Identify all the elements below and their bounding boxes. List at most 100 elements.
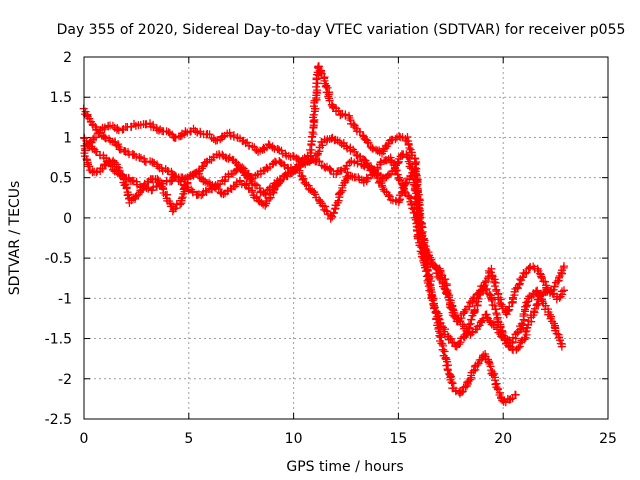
x-tick-label: 15	[389, 431, 407, 447]
data-point	[314, 62, 323, 71]
data-point	[478, 316, 487, 325]
data-point	[431, 263, 440, 272]
data-point	[422, 262, 431, 271]
data-point	[559, 262, 568, 271]
data-point	[490, 278, 498, 286]
data-point	[438, 345, 447, 354]
data-point	[258, 145, 267, 154]
data-point	[504, 306, 513, 315]
data-point	[261, 189, 270, 198]
data-point	[167, 177, 176, 186]
data-point	[419, 256, 428, 265]
data-point	[430, 303, 439, 312]
data-point	[498, 329, 507, 338]
data-point	[248, 142, 257, 151]
data-point	[537, 272, 546, 281]
data-point	[100, 133, 109, 142]
data-point	[557, 342, 566, 351]
series-track-4	[80, 144, 568, 355]
data-point	[109, 156, 118, 165]
data-point	[114, 126, 123, 135]
data-point	[321, 202, 329, 211]
data-point	[224, 154, 233, 163]
data-point	[394, 175, 403, 183]
data-point	[465, 320, 473, 329]
data-points	[79, 62, 568, 407]
data-point	[350, 123, 359, 132]
data-point	[188, 170, 197, 179]
data-point	[122, 184, 131, 193]
data-point	[506, 395, 515, 404]
data-point	[496, 295, 505, 304]
data-point	[403, 133, 412, 141]
data-point	[159, 189, 168, 197]
data-point	[375, 177, 384, 186]
data-point	[422, 267, 430, 276]
data-point	[545, 310, 554, 319]
data-point	[522, 298, 531, 307]
data-point	[408, 204, 417, 213]
data-point	[458, 387, 467, 396]
data-point	[490, 282, 499, 291]
data-point	[470, 305, 479, 314]
data-point	[92, 133, 100, 142]
data-point	[273, 145, 282, 154]
data-point	[336, 188, 345, 197]
data-point	[169, 205, 178, 214]
data-point	[241, 171, 250, 180]
data-point	[490, 369, 499, 378]
y-tick-label: -2.5	[45, 412, 72, 428]
data-point	[491, 305, 500, 314]
data-point	[268, 143, 277, 152]
data-point	[407, 200, 416, 209]
data-point	[497, 300, 506, 309]
data-point	[178, 193, 187, 202]
data-point	[395, 196, 404, 205]
data-point	[326, 214, 335, 223]
data-point	[265, 194, 274, 203]
data-point	[321, 82, 330, 91]
data-point	[254, 147, 263, 156]
data-point	[455, 340, 464, 348]
data-point	[515, 342, 524, 351]
chart-title: Day 355 of 2020, Sidereal Day-to-day VTE…	[57, 22, 626, 38]
data-point	[328, 212, 337, 221]
data-point	[436, 318, 445, 327]
data-point	[481, 278, 490, 287]
data-point	[176, 200, 185, 209]
data-point	[500, 335, 509, 344]
y-tick-label: -1.5	[45, 332, 72, 348]
data-point	[466, 375, 475, 384]
data-point	[231, 182, 240, 191]
data-point	[531, 304, 539, 313]
data-point	[440, 347, 449, 356]
data-point	[177, 194, 186, 203]
y-tick-labels: 2 1.5 1 0.5 0 -0.5 -1 -1.5 -2 -2.5	[45, 50, 72, 428]
data-point	[443, 357, 452, 366]
data-point	[520, 269, 529, 278]
x-axis-label: GPS time / hours	[286, 459, 403, 475]
data-point	[424, 256, 433, 265]
data-point	[459, 383, 468, 392]
data-point	[316, 68, 325, 77]
data-point	[238, 167, 247, 176]
data-point	[324, 92, 333, 101]
data-point	[358, 131, 367, 140]
data-point	[447, 378, 456, 387]
data-point	[85, 162, 94, 171]
data-point	[473, 361, 482, 369]
data-point	[329, 208, 338, 217]
data-point	[520, 335, 529, 344]
data-point	[315, 195, 323, 204]
data-point	[130, 150, 139, 159]
y-tick-label: -2	[58, 372, 72, 388]
data-point	[132, 191, 141, 200]
data-point	[410, 166, 419, 174]
data-point	[400, 187, 409, 195]
data-point	[368, 144, 377, 153]
data-point	[456, 338, 465, 347]
data-point	[346, 171, 355, 180]
data-point	[550, 282, 559, 291]
y-tick-label: 2	[63, 50, 72, 66]
data-point	[403, 153, 412, 162]
